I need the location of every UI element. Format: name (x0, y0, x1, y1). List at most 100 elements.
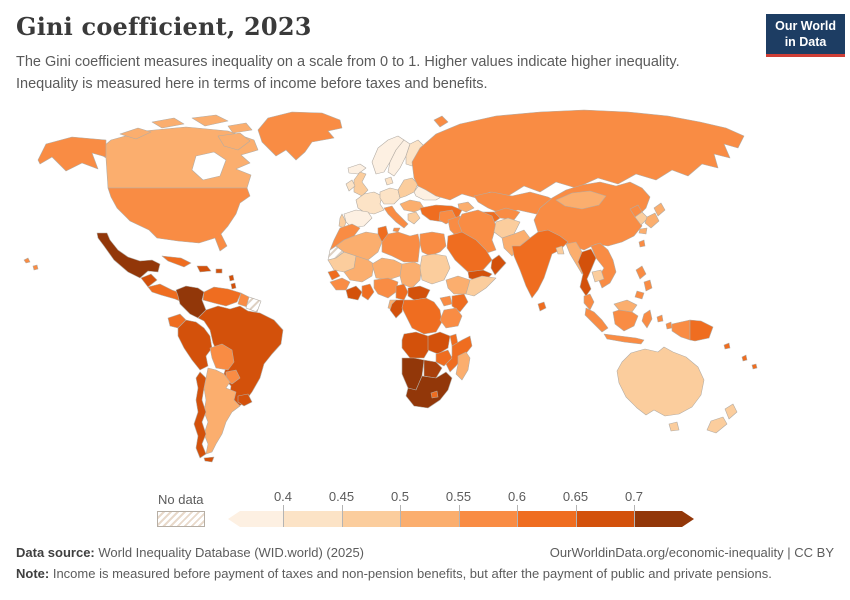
region-brazil[interactable] (197, 305, 284, 409)
data-source-text: World Inequality Database (WID.world) (2… (94, 545, 365, 560)
region-germany-central[interactable] (379, 187, 401, 205)
region-guinea[interactable] (329, 277, 351, 291)
region-usa[interactable] (107, 187, 251, 252)
legend-tick-label-0.65: 0.65 (562, 489, 589, 504)
region-madagascar[interactable] (455, 351, 471, 381)
region-zambia[interactable] (427, 331, 451, 355)
region-vietnam-laos[interactable] (590, 242, 617, 289)
region-taiwan[interactable] (638, 239, 646, 248)
region-colombia[interactable] (175, 285, 207, 319)
region-angola[interactable] (401, 331, 431, 359)
region-greece[interactable] (407, 211, 421, 225)
region-oman[interactable] (490, 254, 507, 276)
region-thailand[interactable] (577, 248, 597, 297)
legend-bin-0[interactable] (228, 511, 283, 527)
legend-bin-3[interactable] (400, 511, 459, 527)
legend-no-data-swatch[interactable] (157, 511, 205, 527)
legend-bin-5[interactable] (517, 511, 576, 527)
region-poland-baltics[interactable] (397, 177, 419, 199)
footer-row: Data source: World Inequality Database (… (16, 545, 834, 560)
region-argentina[interactable] (203, 367, 241, 455)
region-tasmania[interactable] (668, 421, 680, 432)
region-venezuela[interactable] (202, 286, 242, 307)
region-alaska[interactable] (37, 136, 107, 172)
region-iran[interactable] (457, 209, 497, 255)
region-tanzania[interactable] (439, 307, 463, 329)
region-spain[interactable] (343, 209, 373, 229)
region-australia[interactable] (616, 346, 705, 417)
region-sumatra[interactable] (584, 307, 609, 333)
legend-bin-4[interactable] (458, 511, 517, 527)
region-cameroon[interactable] (395, 283, 409, 301)
region-japan[interactable] (638, 202, 666, 235)
region-arctic-islands[interactable] (119, 114, 253, 151)
legend-bin-1[interactable] (283, 511, 342, 527)
region-nigeria[interactable] (373, 277, 399, 299)
region-sudan[interactable] (419, 253, 451, 285)
region-denmark[interactable] (384, 176, 394, 186)
region-uganda[interactable] (439, 295, 453, 307)
region-moluccas[interactable] (656, 314, 673, 330)
region-philippines[interactable] (634, 265, 653, 300)
region-ghana[interactable] (361, 283, 375, 301)
region-sicily[interactable] (392, 227, 401, 233)
region-peru[interactable] (177, 319, 213, 371)
region-central-african-republic[interactable] (407, 285, 431, 301)
region-caribbean[interactable] (215, 268, 237, 290)
region-somalia[interactable] (465, 275, 497, 297)
region-new-zealand[interactable] (706, 403, 738, 434)
region-south-africa[interactable] (405, 371, 453, 409)
legend-bin-7[interactable] (634, 511, 694, 527)
region-kenya[interactable] (451, 293, 469, 313)
region-sulawesi[interactable] (641, 309, 653, 329)
region-pacific-islands[interactable] (723, 342, 758, 370)
region-chile[interactable] (193, 371, 207, 459)
region-uk[interactable] (353, 171, 369, 197)
legend-tick-label-0.4: 0.4 (273, 489, 293, 504)
owid-logo[interactable]: Our World in Data (766, 14, 845, 58)
legend-tick-label-0.55: 0.55 (445, 489, 472, 504)
region-papua-new-guinea[interactable] (689, 319, 714, 342)
region-guatemala[interactable] (140, 273, 158, 288)
region-senegal[interactable] (327, 269, 341, 281)
region-chad[interactable] (399, 261, 423, 289)
region-uruguay[interactable] (237, 393, 253, 407)
region-iceland[interactable] (347, 163, 367, 175)
region-france[interactable] (355, 191, 385, 215)
region-botswana[interactable] (423, 359, 443, 379)
region-italy[interactable] (383, 205, 409, 229)
owid-citation-link[interactable]: OurWorldinData.org/economic-inequality |… (549, 545, 834, 560)
region-zimbabwe[interactable] (435, 349, 453, 367)
region-malaysia[interactable] (583, 293, 595, 311)
region-cote-divoire[interactable] (345, 285, 363, 301)
region-sri-lanka[interactable] (537, 301, 547, 312)
region-novaya-zemlya[interactable] (433, 115, 449, 128)
region-greenland[interactable] (257, 111, 343, 161)
region-suriname[interactable] (245, 296, 262, 313)
region-saudi-arabia[interactable] (446, 231, 493, 273)
region-libya[interactable] (381, 231, 421, 263)
region-niger[interactable] (371, 257, 403, 281)
region-lesotho[interactable] (430, 390, 439, 399)
region-portugal[interactable] (338, 213, 347, 229)
region-bangladesh[interactable] (555, 245, 565, 255)
region-west-papua[interactable] (671, 319, 691, 341)
region-borneo-indonesia[interactable] (612, 309, 639, 332)
region-caucasus[interactable] (457, 201, 475, 213)
region-hawaii[interactable] (23, 257, 39, 271)
region-mexico[interactable] (96, 232, 161, 279)
legend-bin-2[interactable] (341, 511, 400, 527)
region-cuba[interactable] (161, 255, 192, 268)
region-bolivia[interactable] (209, 343, 235, 371)
region-balkans[interactable] (399, 199, 425, 213)
region-hispaniola[interactable] (196, 265, 212, 273)
region-borneo-malaysia[interactable] (613, 299, 638, 313)
region-tierra-del-fuego[interactable] (203, 456, 215, 463)
region-mongolia[interactable] (555, 190, 607, 210)
legend-bin-6[interactable] (575, 511, 634, 527)
region-drc[interactable] (401, 297, 443, 335)
region-cambodia[interactable] (591, 269, 605, 283)
region-egypt[interactable] (419, 231, 447, 257)
region-java[interactable] (603, 333, 645, 345)
region-ireland[interactable] (345, 179, 356, 192)
